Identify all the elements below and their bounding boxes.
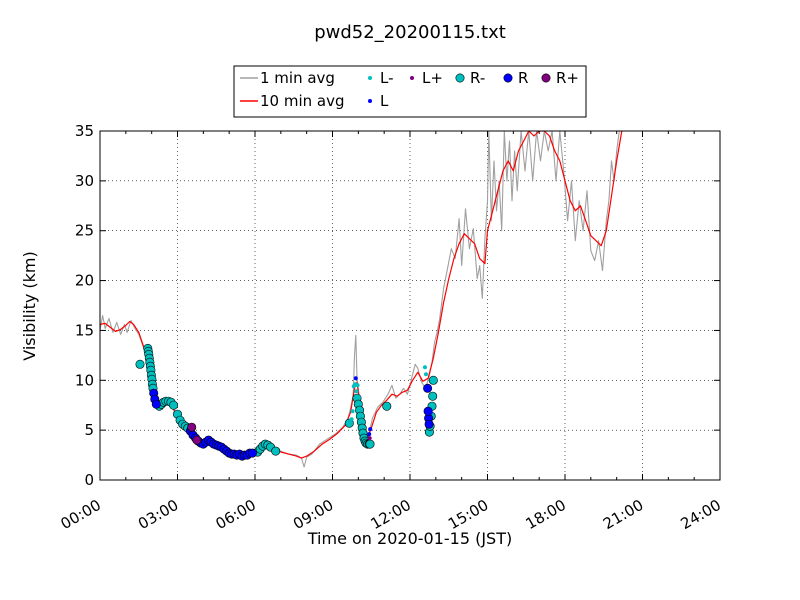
marker-r <box>151 399 161 409</box>
chart-title: pwd52_20200115.txt <box>314 22 506 43</box>
marker-layer <box>135 343 438 461</box>
legend-label: 1 min avg <box>260 69 335 87</box>
legend-label: L- <box>380 69 394 87</box>
x-axis-label: Time on 2020-01-15 (JST) <box>307 529 512 548</box>
legend: 1 min avg 10 min avg L- L L+ R- R R+ <box>233 65 587 118</box>
marker-lminus <box>349 417 354 422</box>
legend-swatch <box>410 76 414 80</box>
legend-swatch <box>368 76 372 80</box>
marker-rminus <box>428 391 438 401</box>
marker-l <box>368 427 373 432</box>
marker-r <box>424 419 434 429</box>
y-tick-label: 0 <box>84 471 94 489</box>
marker-l <box>353 376 358 381</box>
marker-rminus <box>428 375 438 385</box>
marker-rplus <box>192 435 202 445</box>
y-tick-label: 15 <box>75 321 94 339</box>
marker-rminus <box>135 359 145 369</box>
marker-lminus <box>423 365 427 370</box>
legend-swatch <box>455 73 465 83</box>
marker-lminus <box>350 409 355 414</box>
marker-rminus <box>382 401 392 411</box>
marker-lminus <box>424 372 428 377</box>
grid-lines <box>100 131 720 480</box>
y-tick-label: 5 <box>84 421 94 439</box>
y-tick-label: 30 <box>75 172 94 190</box>
legend-label: R- <box>470 69 485 87</box>
marker-rminus <box>169 400 179 410</box>
legend-label: L+ <box>422 69 443 87</box>
axis-ticks <box>99 130 721 481</box>
marker-l <box>367 432 372 437</box>
y-tick-label: 35 <box>75 122 94 140</box>
marker-lplus <box>367 436 372 441</box>
y-axis-label: Visibility (km) <box>20 251 39 360</box>
marker-rminus <box>365 439 375 449</box>
legend-label: L <box>380 92 389 110</box>
legend-label: 10 min avg <box>260 92 345 110</box>
legend-swatch <box>368 99 372 103</box>
y-tick-labels: 0 5 10 15 20 25 30 35 <box>75 122 94 489</box>
marker-lminus <box>356 395 361 400</box>
marker-r <box>423 383 433 393</box>
y-tick-label: 20 <box>75 272 94 290</box>
marker-l <box>428 410 433 415</box>
marker-r <box>247 448 257 458</box>
legend-label: R <box>518 69 528 87</box>
marker-lminus <box>354 389 359 394</box>
marker-rplus <box>187 422 197 432</box>
legend-swatch <box>503 73 513 83</box>
legend-label: R+ <box>556 69 579 87</box>
marker-rminus <box>271 446 281 456</box>
y-tick-label: 25 <box>75 222 94 240</box>
marker-lminus <box>355 383 360 388</box>
y-tick-label: 10 <box>75 371 94 389</box>
legend-swatch <box>541 73 551 83</box>
legend-box <box>233 65 587 118</box>
